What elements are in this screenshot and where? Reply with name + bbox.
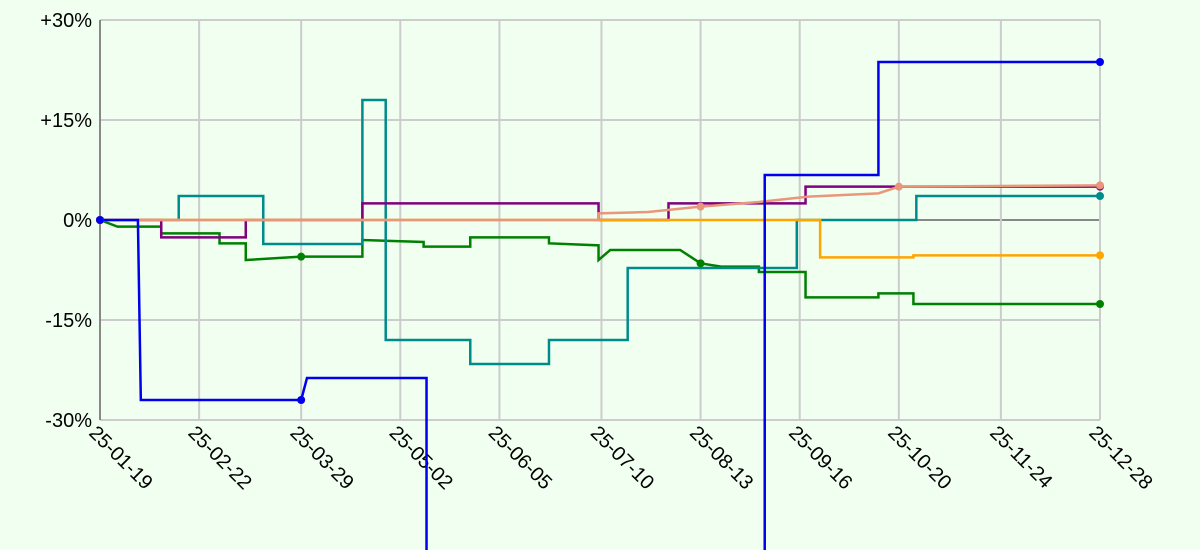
point-marker <box>696 202 705 211</box>
x-tick-label: 25-11-24 <box>985 422 1056 493</box>
y-tick-label: 0% <box>63 210 92 232</box>
y-tick-label: +30% <box>40 10 92 32</box>
x-tick-label: 25-01-19 <box>84 422 156 494</box>
series-line <box>99 218 1100 306</box>
point-marker <box>1096 251 1104 260</box>
series-line <box>100 184 1101 222</box>
x-tick-label: 25-02-22 <box>184 422 256 494</box>
x-tick-label: 25-12-28 <box>1084 422 1156 494</box>
x-tick-label: 25-07-10 <box>586 422 658 494</box>
x-tick-label: 25-06-05 <box>484 422 556 494</box>
point-marker <box>1096 58 1104 66</box>
y-tick-label: -15% <box>45 310 92 332</box>
point-marker <box>297 396 306 404</box>
x-tick-label: 25-05-02 <box>385 422 457 494</box>
point-marker <box>1096 181 1104 190</box>
point-marker <box>894 182 903 191</box>
point-marker <box>96 216 104 224</box>
point-marker <box>297 252 306 261</box>
point-marker <box>1096 300 1104 308</box>
series-line <box>100 185 1100 239</box>
x-tick-label: 25-03-29 <box>286 422 358 494</box>
series-line <box>100 218 1100 259</box>
point-marker <box>1096 192 1104 200</box>
y-tick-label: +15% <box>40 110 92 132</box>
x-tick-label: 25-08-13 <box>685 422 757 494</box>
series-line <box>100 98 1100 366</box>
x-tick-label: 25-10-20 <box>883 422 955 494</box>
point-marker <box>696 259 705 268</box>
x-tick-label: 25-09-16 <box>784 422 856 494</box>
y-tick-label: -30% <box>45 410 92 432</box>
